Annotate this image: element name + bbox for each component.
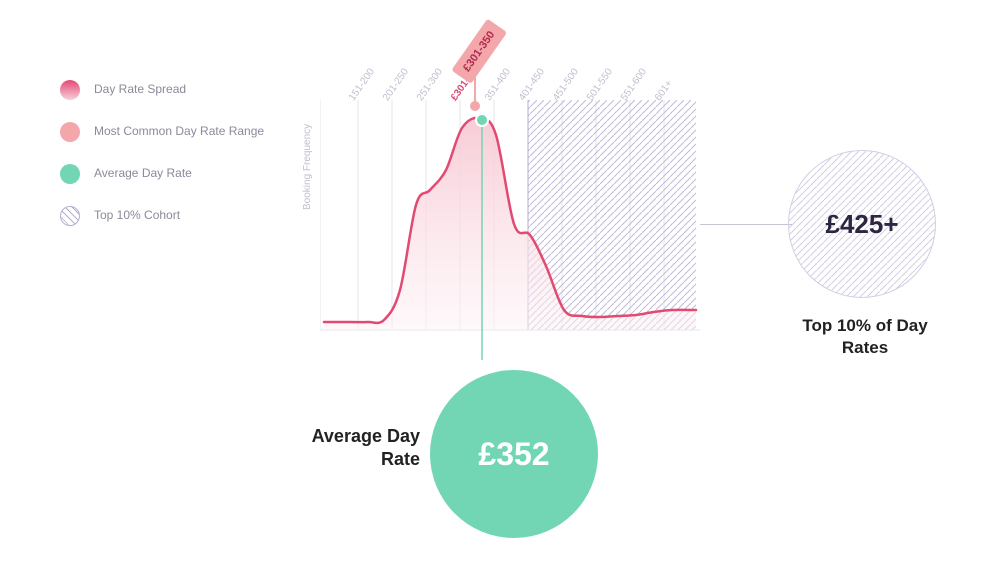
- legend-item-top10: Top 10% Cohort: [60, 206, 264, 226]
- legend-label: Most Common Day Rate Range: [94, 124, 264, 140]
- legend-swatch-average: [60, 164, 80, 184]
- legend-swatch-most-common: [60, 122, 80, 142]
- legend-swatch-spread: [60, 80, 80, 100]
- average-value-circle: £352: [430, 370, 598, 538]
- legend-label: Day Rate Spread: [94, 82, 186, 98]
- legend: Day Rate Spread Most Common Day Rate Ran…: [60, 80, 264, 248]
- y-axis-label: Booking Frequency: [302, 124, 313, 210]
- average-value-text: £352: [478, 436, 549, 473]
- legend-item-most-common: Most Common Day Rate Range: [60, 122, 264, 142]
- legend-swatch-top10: [60, 206, 80, 226]
- legend-label: Top 10% Cohort: [94, 208, 180, 224]
- top10-side-label: Top 10% of Day Rates: [800, 315, 930, 359]
- average-side-label: Average Day Rate: [310, 425, 420, 472]
- day-rate-chart: Booking Frequency 151-200201-250251-300£…: [320, 30, 700, 360]
- top10-connector-line: [700, 224, 792, 225]
- legend-item-average: Average Day Rate: [60, 164, 264, 184]
- top10-value-circle: £425+: [788, 150, 936, 298]
- top10-value-text: £425+: [825, 209, 898, 240]
- legend-item-spread: Day Rate Spread: [60, 80, 264, 100]
- legend-label: Average Day Rate: [94, 166, 192, 182]
